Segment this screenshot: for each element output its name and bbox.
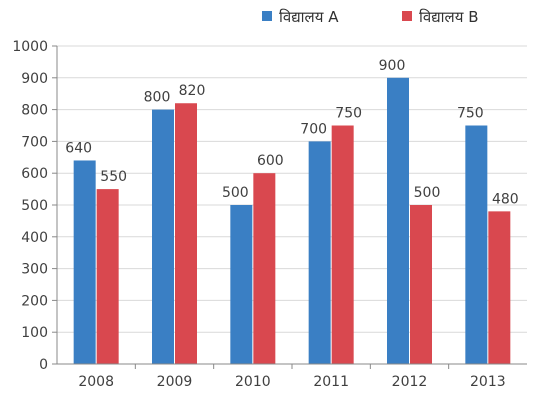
data-label: 500 [222,185,249,201]
x-tick-label: 2012 [392,374,428,390]
bar-b [488,211,511,364]
data-label: 480 [492,191,519,207]
y-tick-label: 0 [39,357,48,373]
legend-label: विद्यालय A [279,8,339,26]
y-tick-label: 400 [21,230,48,246]
y-tick-label: 600 [21,166,48,182]
y-tick-label: 300 [21,262,48,278]
legend-swatch [402,11,412,21]
bar-b [96,189,119,364]
x-tick-label: 2011 [313,374,349,390]
bars [73,77,511,365]
x-tick-label: 2013 [470,374,506,390]
bar-a [230,205,253,364]
x-tick-label: 2010 [235,374,271,390]
legend-label: विद्यालय B [419,8,479,26]
gridlines [57,45,527,333]
data-label: 900 [379,58,406,74]
bar-a [387,77,409,365]
data-label: 500 [414,185,441,201]
bar-b [175,103,197,365]
data-label: 750 [335,106,362,122]
data-label: 550 [100,169,127,185]
bar-a [73,160,96,364]
y-tick-label: 1000 [12,39,48,55]
data-labels: 640 550 800 820 500 600 700 750 900 500 750 480 [65,58,518,208]
data-label: 640 [65,140,92,156]
bar-a [465,125,488,364]
bar-a [308,141,331,364]
bar-b [331,125,354,364]
bar-b [410,205,432,364]
x-tick-label: 2009 [157,374,193,390]
y-tick-label: 900 [21,71,48,87]
y-tick-label: 100 [21,325,48,341]
x-tick-label: 2008 [78,374,114,390]
data-label: 600 [257,153,284,169]
data-label: 700 [300,121,327,137]
y-tick-label: 200 [21,293,48,309]
data-label: 800 [144,90,171,106]
data-label: 820 [179,83,206,99]
axes: 0 100 200 300 400 500 600 700 800 900 1000 2008 2009… [12,39,527,390]
data-label: 750 [457,106,484,122]
bar-b [253,173,276,364]
y-tick-label: 800 [21,103,48,119]
legend-swatch [262,11,272,21]
y-tick-label: 700 [21,134,48,150]
bar-a [152,109,174,364]
legend: विद्यालय A विद्यालय B [262,8,479,26]
y-tick-label: 500 [21,198,48,214]
